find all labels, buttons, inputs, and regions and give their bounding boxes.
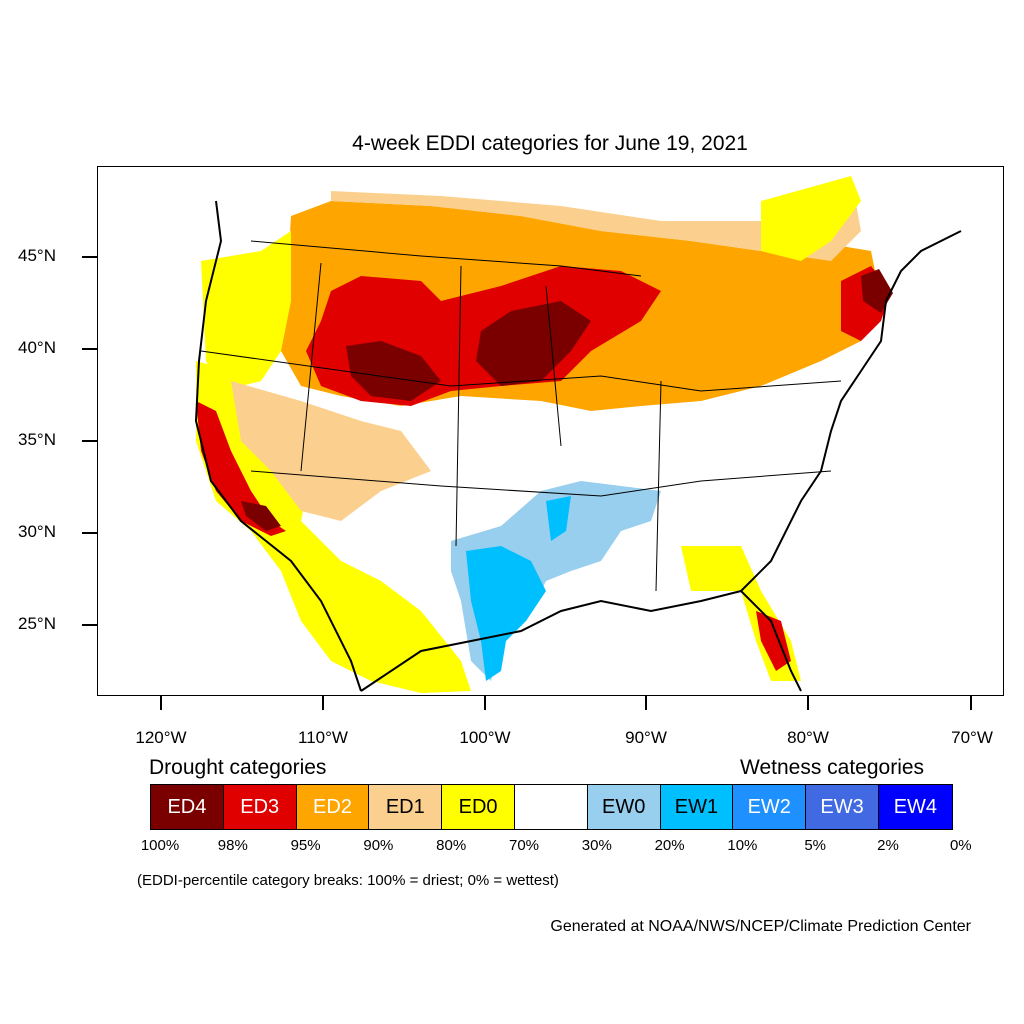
legend-cell-ew2: EW2: [733, 785, 807, 829]
eddi-map: [97, 166, 1004, 696]
ed1-region-west: [231, 381, 431, 521]
wetness-heading: Wetness categories: [740, 756, 925, 779]
ew0-region: [451, 481, 661, 681]
ed3-region-west: [196, 401, 286, 536]
break-label: 70%: [508, 837, 540, 854]
lat-tick: [82, 624, 97, 626]
lon-tick: [484, 696, 486, 710]
legend-cell-ew3: EW3: [806, 785, 879, 829]
break-label: 30%: [581, 837, 612, 854]
legend-cell-ed3: ED3: [223, 785, 297, 829]
lon-label-110: 110°W: [298, 728, 348, 747]
ed1-region: [331, 176, 861, 261]
break-label: 10%: [727, 837, 758, 854]
lon-tick: [322, 696, 324, 710]
category-note: (EDDI-percentile category breaks: 100% =…: [137, 872, 559, 889]
legend-cell-ew4: EW4: [878, 785, 952, 829]
legend-cell-ed1: ED1: [369, 785, 443, 829]
break-label: 0%: [949, 837, 972, 854]
lat-tick: [82, 532, 97, 534]
break-label: 100%: [140, 837, 180, 854]
coastline: [194, 200, 962, 692]
category-legend: ED4 ED3 ED2 ED1 ED0 EW0 EW1 EW2 EW3 EW4: [150, 784, 953, 830]
break-label: 5%: [804, 837, 827, 854]
ew1-region: [466, 546, 546, 681]
lon-tick: [970, 696, 972, 710]
ew1-region-east: [546, 496, 571, 541]
ed3-region-florida: [756, 611, 791, 671]
lat-label-40: 40°N: [18, 338, 56, 357]
legend-cell-ew0: EW0: [587, 785, 661, 829]
break-label: 80%: [436, 837, 467, 854]
ed4-region-rockies: [346, 341, 441, 401]
lon-label-100: 100°W: [459, 728, 511, 747]
ed0-region-northeast: [761, 176, 861, 261]
break-label: 95%: [290, 837, 321, 854]
lon-tick: [807, 696, 809, 710]
credit-text: Generated at NOAA/NWS/NCEP/Climate Predi…: [550, 918, 971, 935]
lon-label-120: 120°W: [135, 728, 187, 747]
lat-tick: [82, 440, 97, 442]
lat-tick: [82, 256, 97, 258]
map-title: 4-week EDDI categories for June 19, 2021: [352, 132, 748, 155]
lon-tick: [645, 696, 647, 710]
legend-cell-neutral: [514, 785, 588, 829]
break-label: 90%: [363, 837, 394, 854]
lat-label-35: 35°N: [18, 430, 56, 449]
lat-tick: [82, 348, 97, 350]
lat-label-45: 45°N: [18, 246, 56, 265]
lon-label-70: 70°W: [951, 728, 993, 747]
lon-tick: [160, 696, 162, 710]
lon-label-80: 80°W: [787, 728, 829, 747]
legend-cell-ew1: EW1: [660, 785, 734, 829]
legend-cell-ed4: ED4: [151, 785, 224, 829]
ed4-region-plains: [476, 301, 591, 386]
map-canvas: [194, 176, 962, 693]
ed0-region-north: [201, 231, 291, 391]
legend-cell-ed2: ED2: [296, 785, 370, 829]
ed4-region-california: [241, 501, 281, 531]
drought-heading: Drought categories: [149, 756, 327, 779]
lon-label-90: 90°W: [625, 728, 667, 747]
lat-label-25: 25°N: [18, 614, 56, 633]
break-label: 98%: [217, 837, 248, 854]
legend-cell-ed0: ED0: [442, 785, 515, 829]
break-label: 20%: [654, 837, 685, 854]
lat-label-30: 30°N: [18, 522, 56, 541]
state-boundaries: [200, 240, 842, 592]
break-label: 2%: [877, 837, 899, 854]
